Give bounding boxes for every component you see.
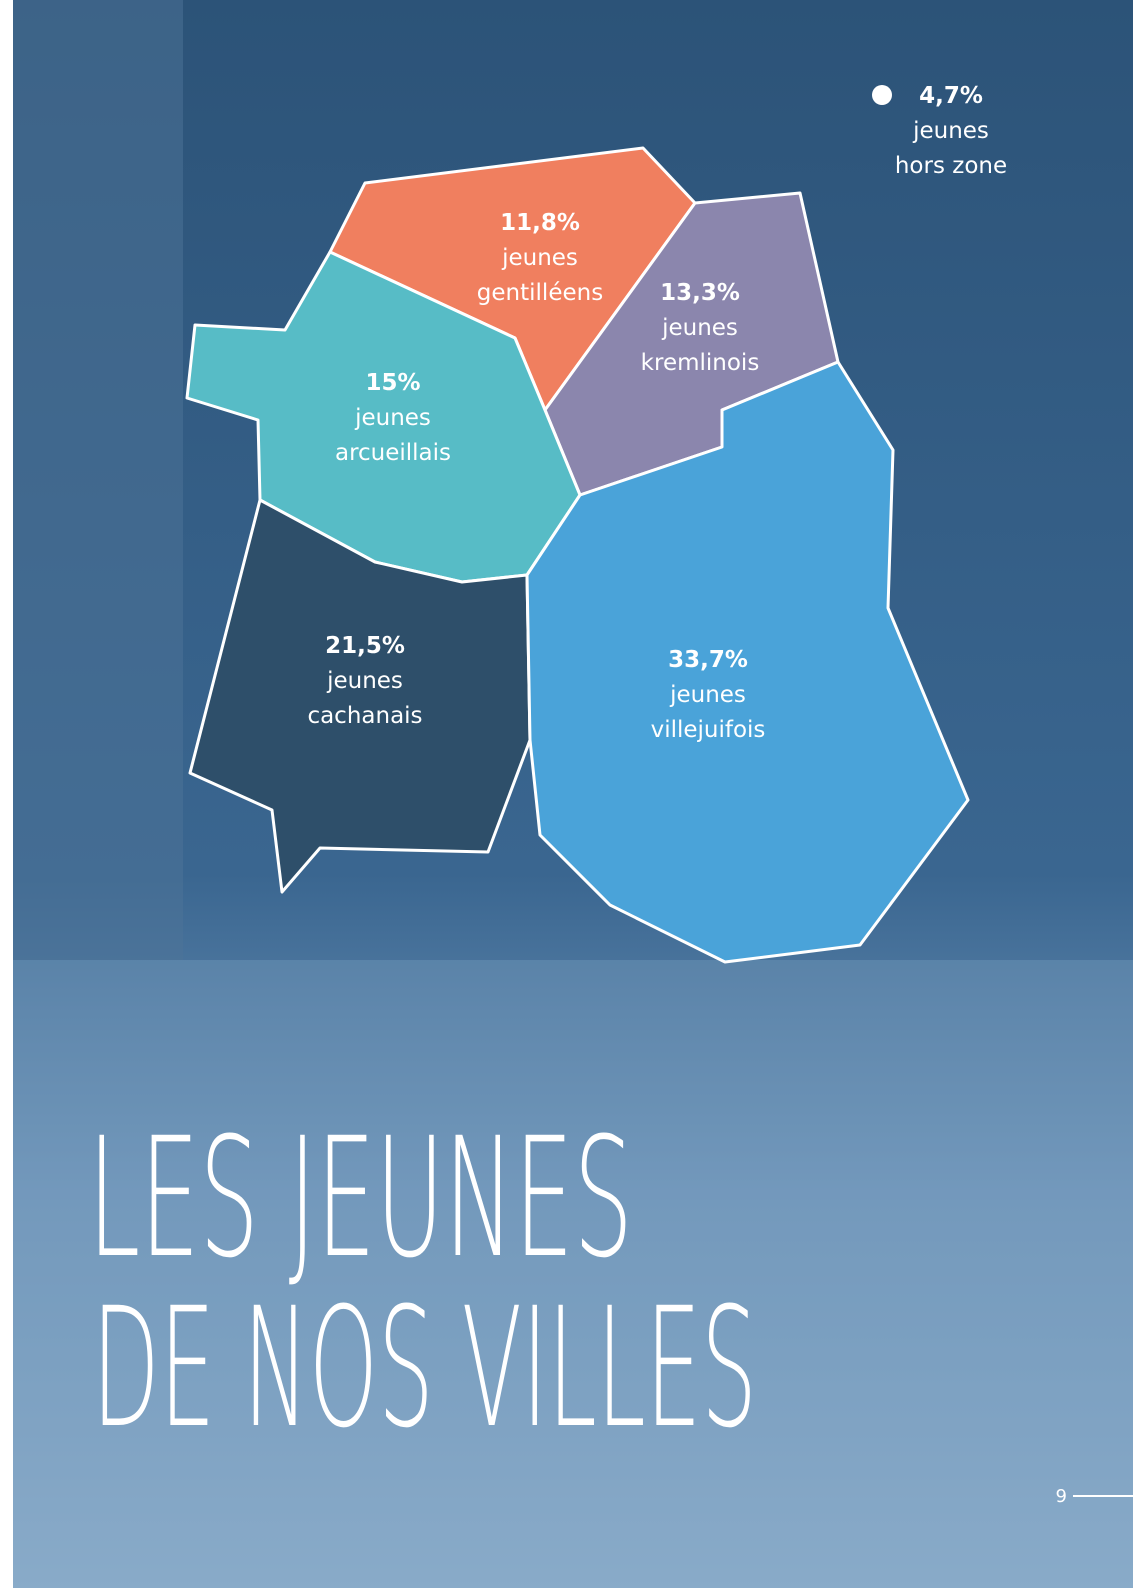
region-label: arcueillais (335, 440, 451, 466)
region-label: jeunes (661, 315, 738, 341)
title-line: DE NOS VILLES (92, 1272, 757, 1464)
map (185, 146, 970, 964)
region-label: hors zone (895, 153, 1007, 179)
region-label: cachanais (307, 703, 422, 729)
share-label: 15% (365, 370, 420, 396)
share-label: 4,7% (919, 83, 983, 109)
region-label: jeunes (354, 405, 431, 431)
outside-dot (872, 85, 892, 105)
region-label: jeunes (669, 682, 746, 708)
share-label: 13,3% (660, 280, 740, 306)
share-label: 33,7% (668, 647, 748, 673)
region-label: jeunes (501, 245, 578, 271)
pavement (13, 960, 1133, 1588)
region-villejuif (525, 360, 970, 964)
share-label: 11,8% (500, 210, 580, 236)
region-label: kremlinois (641, 350, 760, 376)
region-label: jeunes (912, 118, 989, 144)
region-cachan (188, 498, 532, 894)
region-label: gentilléens (477, 280, 603, 306)
share-label: 21,5% (325, 633, 405, 659)
title-line: LES JEUNES (88, 1102, 633, 1294)
region-label: villejuifois (651, 717, 766, 743)
region-label: jeunes (326, 668, 403, 694)
page-number: 9 (1056, 1486, 1067, 1507)
wall (13, 0, 183, 960)
